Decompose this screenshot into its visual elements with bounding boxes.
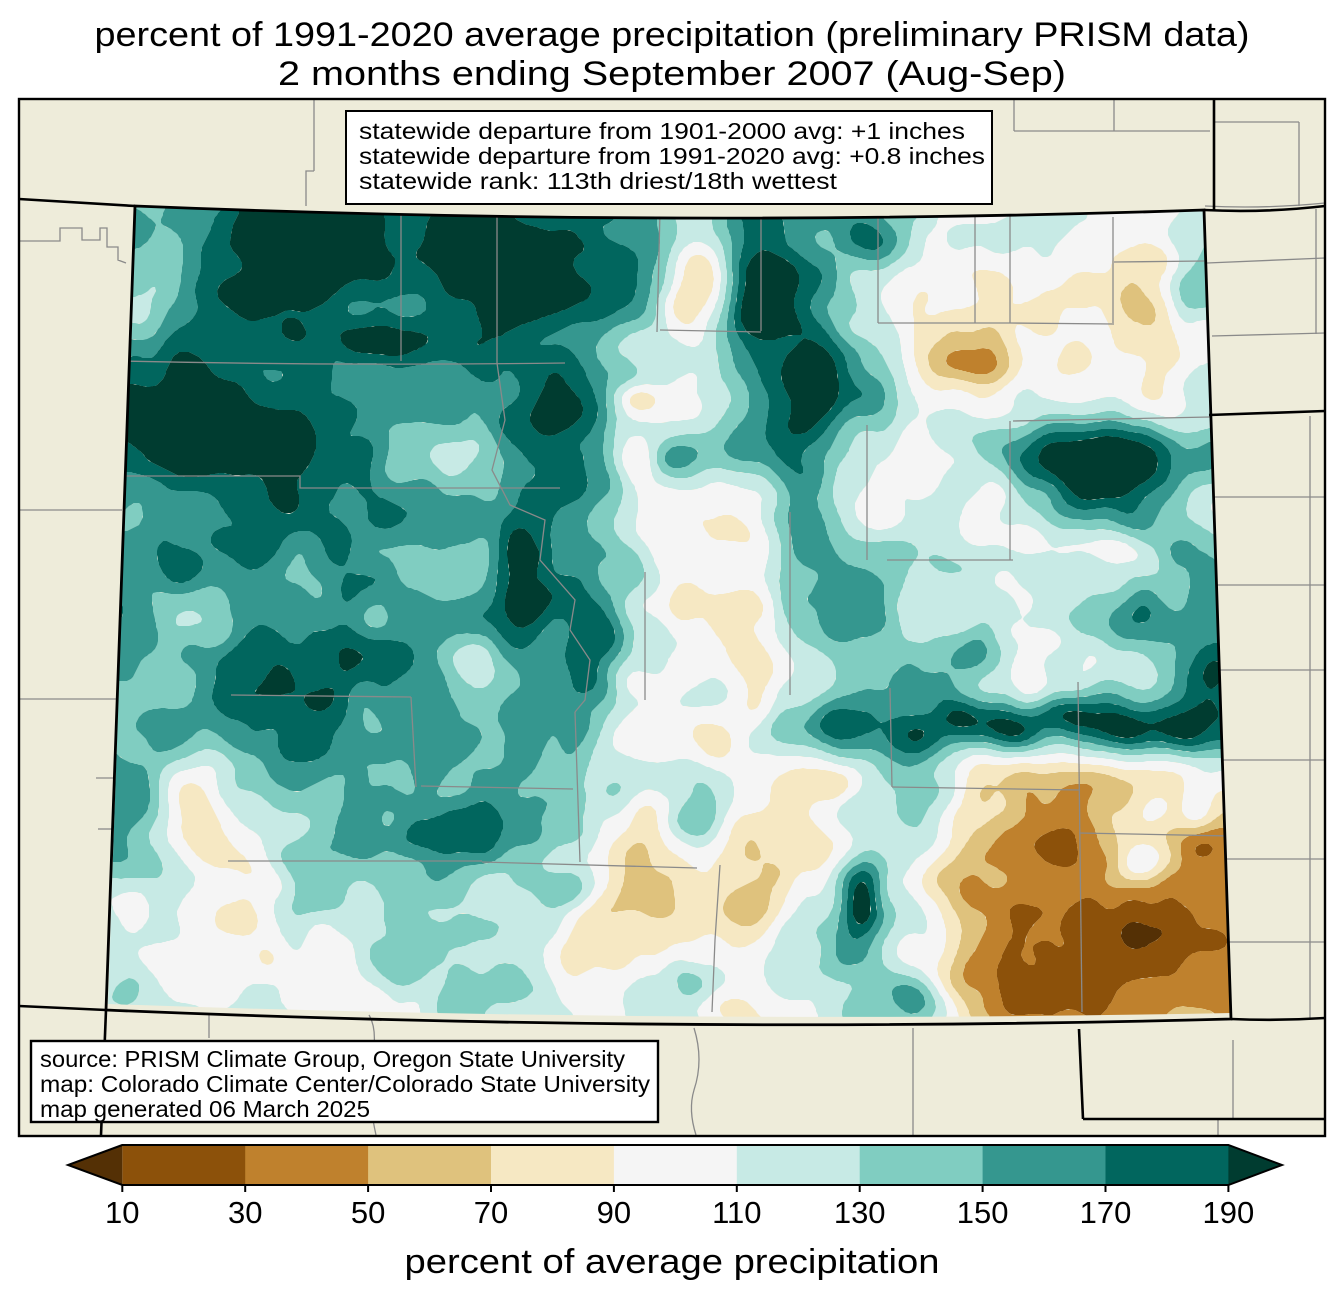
svg-text:2 months ending September 2007: 2 months ending September 2007 (Aug-Sep) [278, 55, 1066, 93]
svg-text:90: 90 [597, 1195, 631, 1230]
svg-text:percent of average precipitati: percent of average precipitation [405, 1243, 940, 1281]
svg-text:statewide rank: 113th driest/1: statewide rank: 113th driest/18th wettes… [359, 168, 838, 194]
svg-text:statewide departure from 1901-: statewide departure from 1901-2000 avg: … [359, 118, 965, 144]
svg-text:source: PRISM Climate Group, O: source: PRISM Climate Group, Oregon Stat… [40, 1046, 626, 1072]
svg-text:190: 190 [1203, 1195, 1255, 1230]
svg-text:percent of 1991-2020 average p: percent of 1991-2020 average precipitati… [95, 16, 1250, 54]
svg-text:130: 130 [834, 1195, 886, 1230]
svg-text:map generated 06 March 2025: map generated 06 March 2025 [40, 1096, 370, 1122]
svg-text:70: 70 [474, 1195, 508, 1230]
svg-text:map: Colorado Climate Center/C: map: Colorado Climate Center/Colorado St… [40, 1071, 651, 1097]
svg-text:statewide departure from 1991-: statewide departure from 1991-2020 avg: … [359, 143, 985, 169]
svg-text:10: 10 [105, 1195, 139, 1230]
svg-text:150: 150 [957, 1195, 1009, 1230]
svg-text:30: 30 [228, 1195, 262, 1230]
svg-text:170: 170 [1080, 1195, 1132, 1230]
svg-text:110: 110 [712, 1195, 761, 1230]
svg-text:50: 50 [351, 1195, 385, 1230]
